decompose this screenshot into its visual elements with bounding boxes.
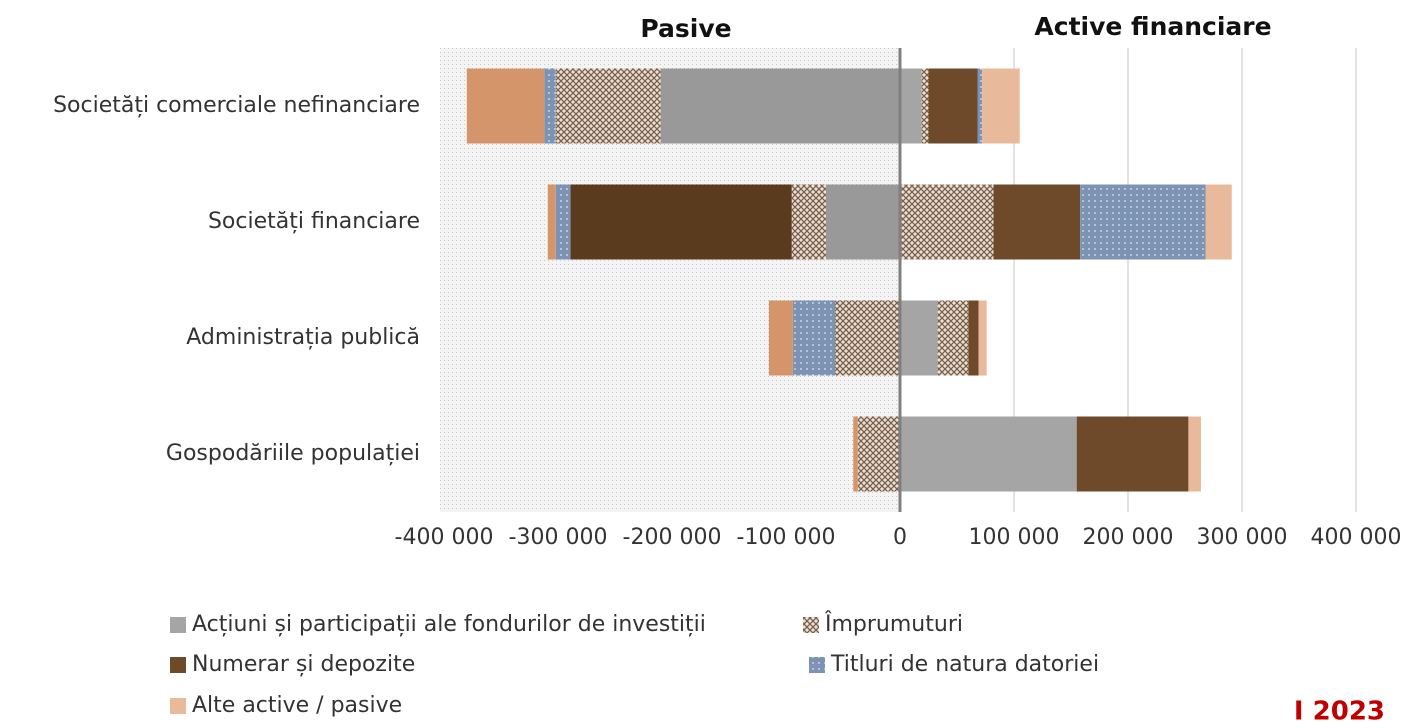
bar-segment (937, 300, 969, 376)
bar-segment (555, 184, 571, 260)
legend-swatch (170, 617, 186, 633)
legend-swatch (809, 657, 825, 673)
bar-segment (928, 68, 978, 144)
legend-swatch (803, 617, 819, 633)
x-tick-label: 300 000 (1197, 525, 1288, 550)
bar-segment (1188, 416, 1201, 492)
bar-segment (977, 68, 983, 144)
period-note: I 2023 (1294, 697, 1385, 722)
category-label: Societăți financiare (208, 209, 420, 234)
x-tick-label: -200 000 (623, 525, 722, 550)
bar-segment (900, 416, 1077, 492)
right-header: Active financiare (1034, 12, 1271, 41)
legend-label: Acțiuni și participații ale fondurilor d… (192, 612, 706, 637)
legend-swatch (170, 657, 186, 673)
bar-segment (555, 68, 661, 144)
x-tick-label: 0 (893, 525, 907, 550)
x-tick-label: 400 000 (1311, 525, 1402, 550)
bar-segment (570, 184, 792, 260)
x-tick-label: 100 000 (969, 525, 1060, 550)
bar-segment (768, 300, 793, 376)
bar-segment (835, 300, 900, 376)
bar-segment (544, 68, 556, 144)
bar-segment (921, 68, 929, 144)
x-tick-label: -400 000 (395, 525, 494, 550)
bar-segment (900, 300, 938, 376)
bar-segment (825, 184, 900, 260)
legend-label: Titluri de natura datoriei (830, 652, 1099, 677)
bar-segment (791, 184, 826, 260)
bar-segment (1205, 184, 1232, 260)
legend-label: Împrumuturi (824, 611, 963, 637)
category-label: Societăți comerciale nefinanciare (53, 93, 420, 118)
bar-segment (466, 68, 545, 144)
left-header: Pasive (640, 14, 731, 43)
category-label: Gospodăriile populației (166, 441, 420, 466)
bar-segment (547, 184, 556, 260)
bar-segment (1080, 184, 1206, 260)
bar-segment (900, 184, 994, 260)
bar-segment (853, 416, 858, 492)
bar-segment (792, 300, 836, 376)
bar-segment (857, 416, 900, 492)
bar-segment (993, 184, 1081, 260)
bar-segment (982, 68, 1020, 144)
bar-segment (900, 68, 922, 144)
bar-segment (978, 300, 987, 376)
legend-label: Numerar și depozite (192, 652, 415, 677)
bar-segment (968, 300, 979, 376)
legend-label: Alte active / pasive (192, 693, 402, 718)
legend-swatch (170, 698, 186, 714)
x-tick-label: 200 000 (1083, 525, 1174, 550)
x-tick-label: -300 000 (509, 525, 608, 550)
bar-segment (660, 68, 900, 144)
x-tick-label: -100 000 (737, 525, 836, 550)
category-label: Administrația publică (186, 325, 420, 350)
bar-segment (1076, 416, 1189, 492)
